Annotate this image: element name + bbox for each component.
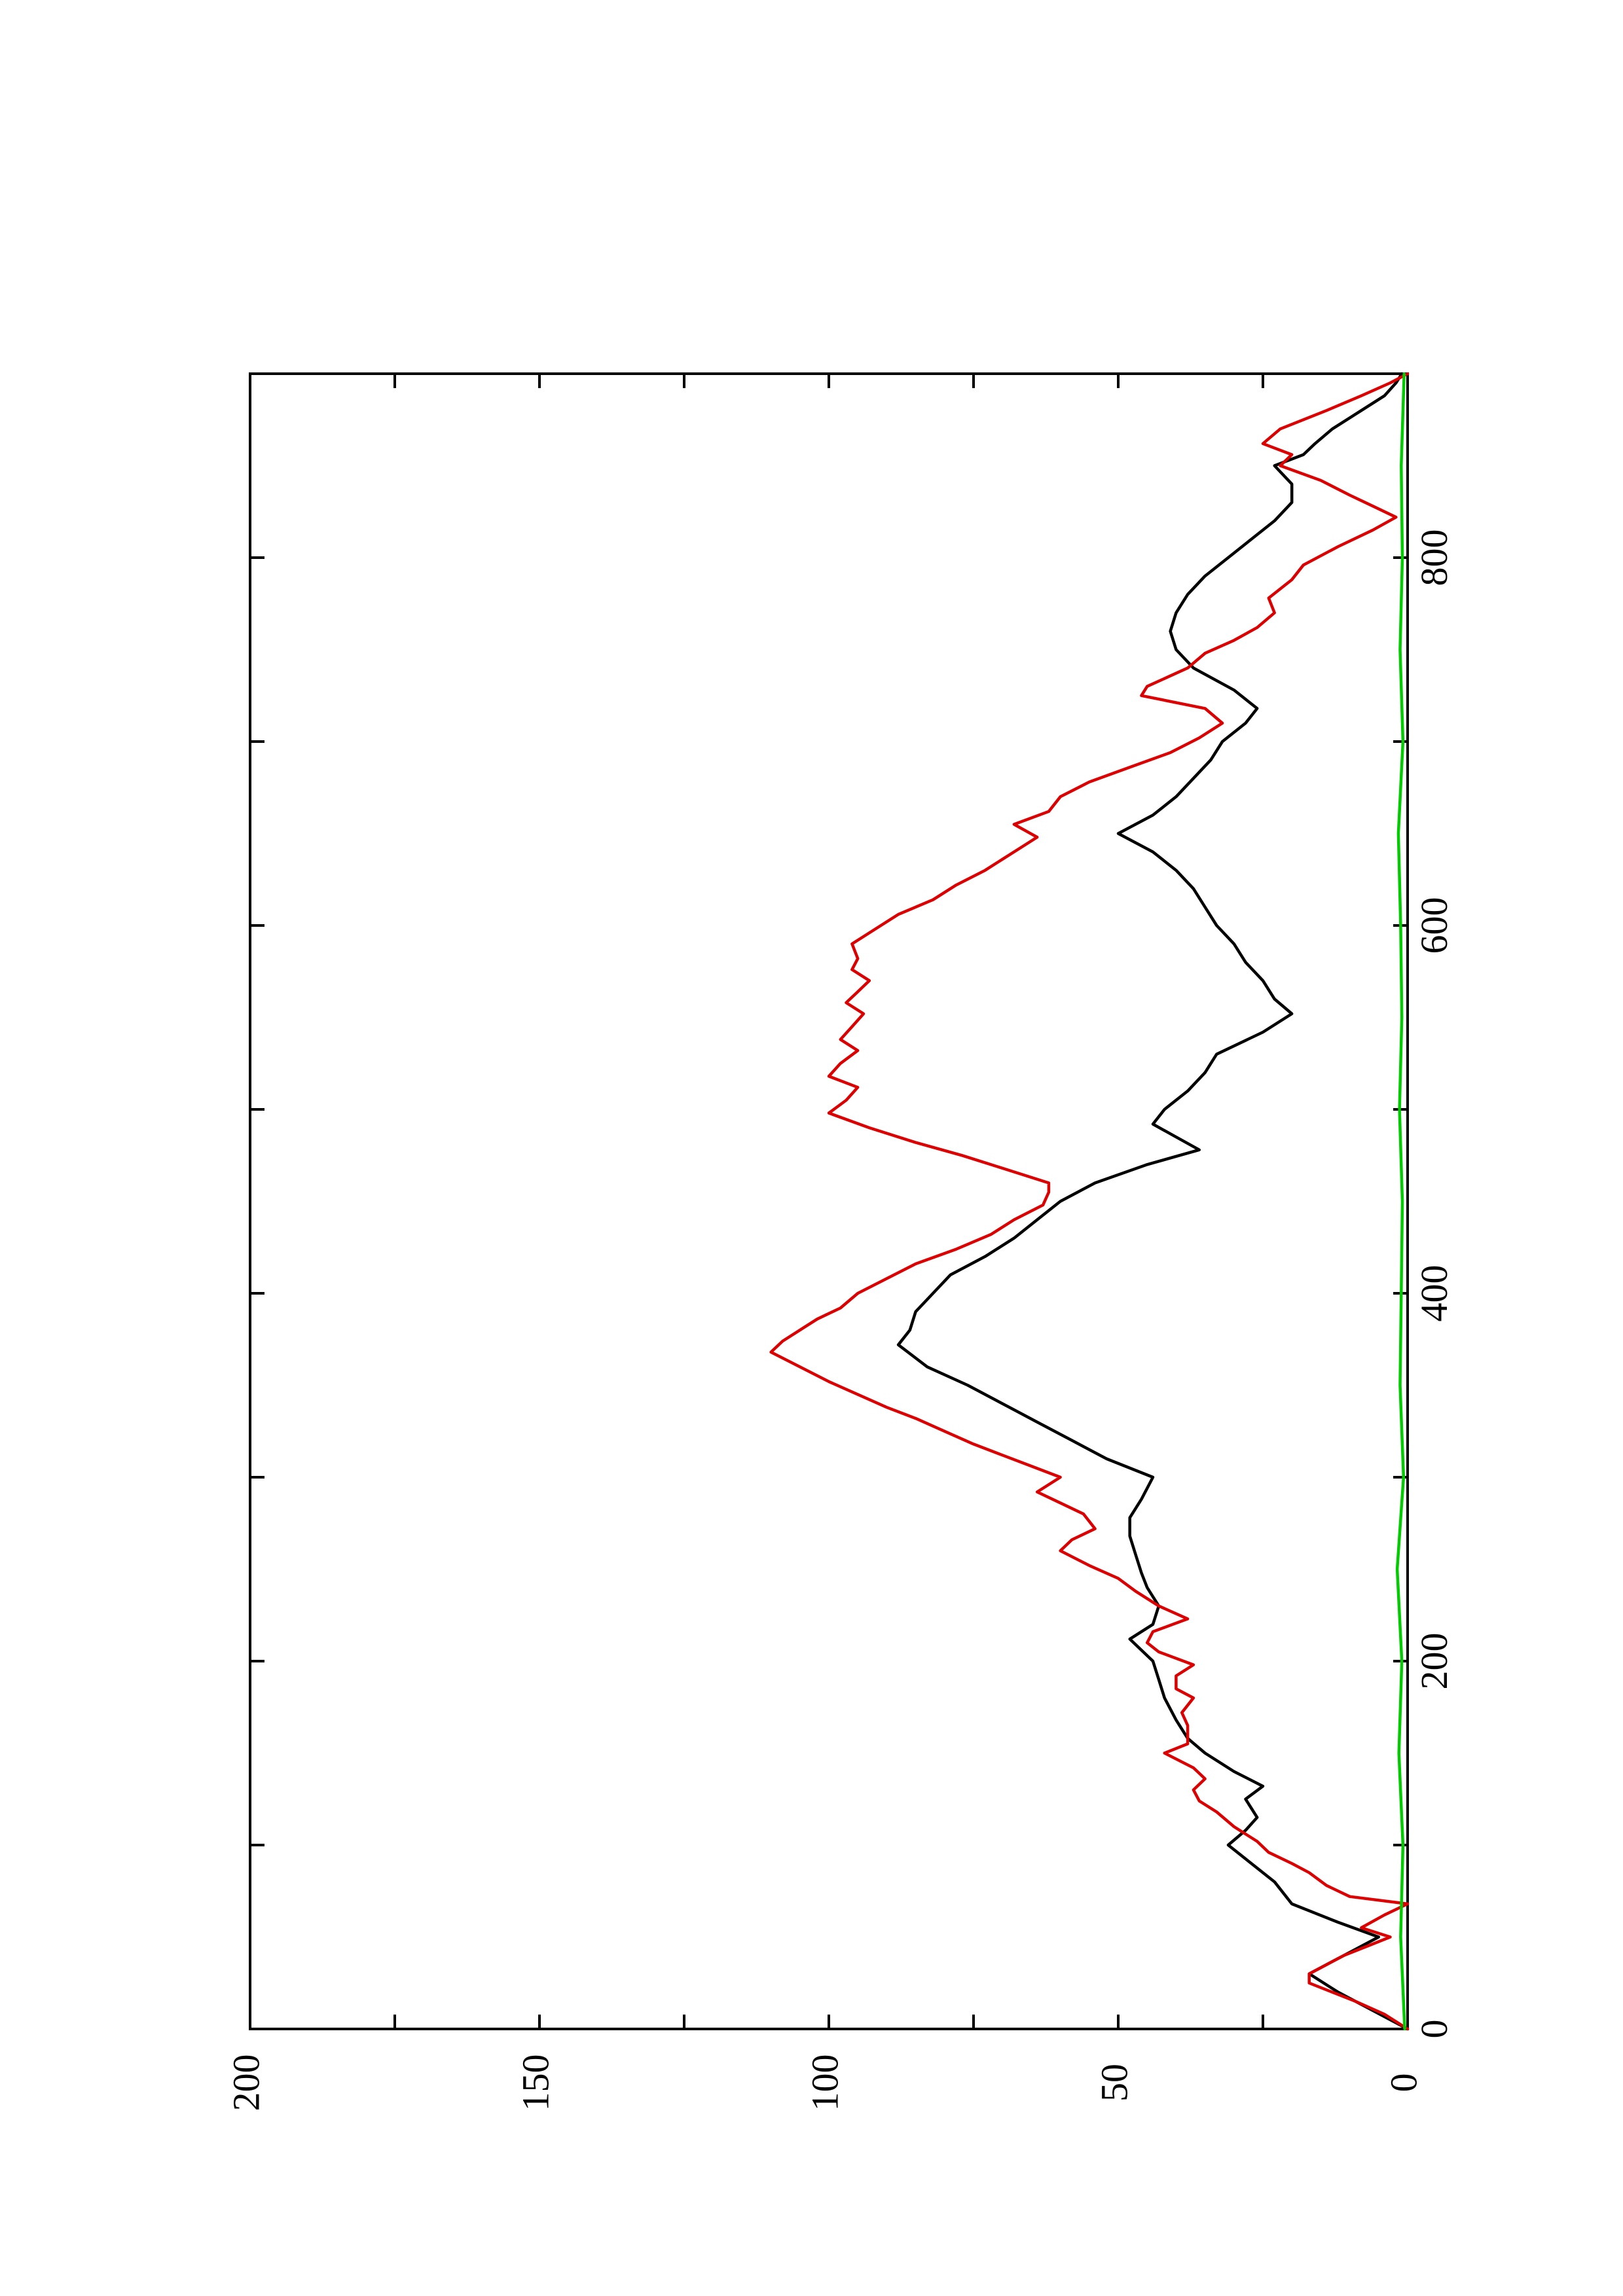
x-tick-label: 800 <box>1413 529 1455 586</box>
y-tick-label: 50 <box>1093 2064 1135 2102</box>
plot-frame <box>249 372 1409 2030</box>
series-layer <box>769 372 1410 2031</box>
series-green-line <box>1395 372 1406 2031</box>
y-tick-label: 100 <box>803 2054 846 2111</box>
y-tick-label: 200 <box>225 2054 267 2111</box>
x-tick-label: 600 <box>1413 897 1455 954</box>
axis-ticks <box>249 374 1409 2030</box>
axis-tick-labels: 0 200 400 600 800 0 50 100 150 200 <box>225 529 1455 2111</box>
x-tick-label: 400 <box>1413 1265 1455 1322</box>
x-tick-label: 0 <box>1413 2020 1455 2039</box>
y-tick-label: 150 <box>514 2054 556 2111</box>
y-tick-label: 0 <box>1382 2073 1425 2092</box>
series-red-line <box>769 372 1410 2031</box>
series-black-line <box>896 372 1410 2031</box>
x-tick-label: 200 <box>1413 1633 1455 1690</box>
